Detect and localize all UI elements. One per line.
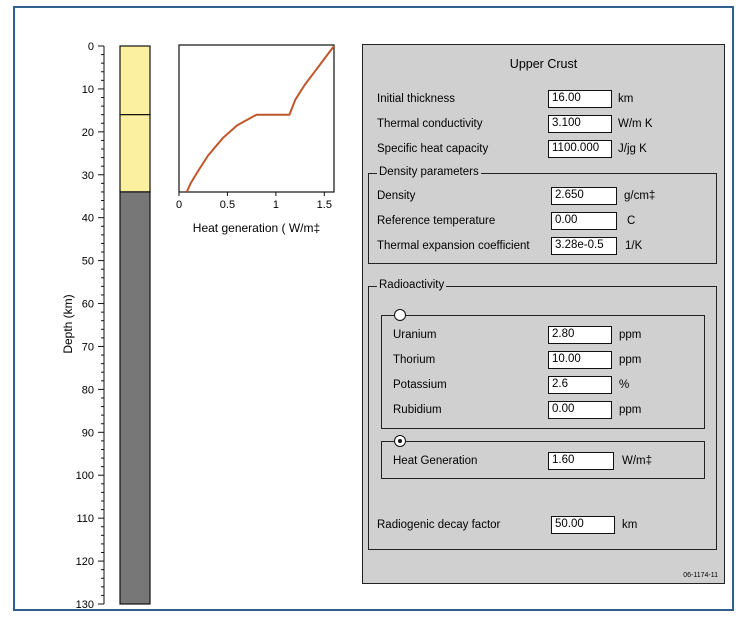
column-layer-1 bbox=[119, 45, 151, 116]
heat-capacity-label: Specific heat capacity bbox=[377, 143, 489, 155]
expansion-label: Thermal expansion coefficient bbox=[377, 240, 530, 252]
uranium-unit: ppm bbox=[619, 329, 642, 341]
depth-tick-label: 10 bbox=[82, 84, 94, 96]
x-tick-label: 0 bbox=[176, 199, 182, 211]
depth-tick-label: 50 bbox=[82, 256, 94, 268]
rubidium-unit: ppm bbox=[619, 404, 642, 416]
potassium-label: Potassium bbox=[393, 379, 447, 391]
potassium-unit: % bbox=[619, 379, 630, 391]
column-layer-2 bbox=[119, 114, 151, 193]
expansion-input[interactable]: 3.28e-0.5 bbox=[551, 237, 617, 255]
uranium-label: Uranium bbox=[393, 329, 437, 341]
heat-generation-radio[interactable] bbox=[394, 435, 406, 447]
figure-id: 06-1174-11 bbox=[683, 572, 718, 579]
x-tick-label: 1 bbox=[273, 199, 279, 211]
conductivity-input[interactable]: 3.100 bbox=[548, 115, 612, 133]
upper-crust-panel: Upper Crust Initial thickness 16.00 km T… bbox=[362, 44, 725, 584]
uranium-input[interactable]: 2.80 bbox=[548, 326, 612, 344]
heat-gen-unit: W/m‡ bbox=[622, 455, 653, 467]
density-label: Density bbox=[377, 190, 416, 202]
concentration-radio[interactable] bbox=[394, 309, 406, 321]
heat-capacity-unit: J/jg K bbox=[618, 143, 647, 155]
x-tick-label: 0.5 bbox=[220, 199, 235, 211]
depth-tick-label: 40 bbox=[82, 213, 94, 225]
heat-gen-input[interactable]: 1.60 bbox=[548, 452, 614, 470]
thorium-label: Thorium bbox=[393, 354, 436, 366]
conductivity-unit: W/m K bbox=[618, 118, 653, 130]
depth-tick-label: 100 bbox=[76, 470, 94, 482]
rubidium-label: Rubidium bbox=[393, 404, 442, 416]
heat-generation-curve bbox=[185, 45, 335, 193]
heat-generation-subgroup: Heat Generation 1.60 W/m‡ bbox=[381, 435, 705, 479]
ref-temp-input[interactable]: 0.00 bbox=[551, 212, 617, 230]
density-group-title: Density parameters bbox=[377, 166, 481, 178]
column-layer-3 bbox=[119, 191, 151, 605]
thorium-input[interactable]: 10.00 bbox=[548, 351, 612, 369]
thickness-label: Initial thickness bbox=[377, 93, 455, 105]
radioactivity-group: Radioactivity Uranium 2.80 ppm Thorium 1… bbox=[368, 279, 717, 550]
density-unit: g/cm‡ bbox=[624, 190, 656, 202]
depth-tick-label: 60 bbox=[82, 299, 94, 311]
ref-temp-label: Reference temperature bbox=[377, 215, 496, 227]
radio-selected-dot bbox=[397, 438, 402, 443]
depth-tick-label: 130 bbox=[76, 599, 94, 611]
depth-tick-label: 110 bbox=[76, 513, 94, 525]
depth-tick-label: 20 bbox=[82, 127, 94, 139]
thickness-input[interactable]: 16.00 bbox=[548, 90, 612, 108]
rubidium-input[interactable]: 0.00 bbox=[548, 401, 612, 419]
expansion-unit: 1/K bbox=[625, 240, 643, 252]
x-tick-label: 1.5 bbox=[317, 199, 332, 211]
depth-tick-label: 30 bbox=[82, 170, 94, 182]
depth-tick-label: 70 bbox=[82, 341, 94, 353]
decay-unit: km bbox=[622, 519, 638, 531]
thorium-unit: ppm bbox=[619, 354, 642, 366]
potassium-input[interactable]: 2.6 bbox=[548, 376, 612, 394]
thickness-unit: km bbox=[618, 93, 634, 105]
conductivity-label: Thermal conductivity bbox=[377, 118, 483, 130]
depth-tick-label: 0 bbox=[88, 41, 94, 53]
radioactivity-group-title: Radioactivity bbox=[377, 279, 447, 291]
concentration-subgroup: Uranium 2.80 ppm Thorium 10.00 ppm Potas… bbox=[381, 309, 705, 429]
decay-input[interactable]: 50.00 bbox=[551, 516, 615, 534]
figure-frame bbox=[13, 6, 734, 611]
ref-temp-unit: C bbox=[627, 215, 636, 227]
panel-title: Upper Crust bbox=[509, 57, 578, 71]
chart-plot-area bbox=[178, 44, 335, 193]
depth-tick-label: 120 bbox=[76, 556, 94, 568]
depth-tick-label: 80 bbox=[82, 384, 94, 396]
density-input[interactable]: 2.650 bbox=[551, 187, 617, 205]
depth-axis-label: Depth (km) bbox=[61, 294, 75, 353]
heat-capacity-input[interactable]: 1100.000 bbox=[548, 140, 612, 158]
depth-tick-label: 90 bbox=[82, 427, 94, 439]
x-axis-label: Heat generation ( W/m‡ bbox=[193, 221, 320, 235]
density-group: Density parameters Density 2.650 g/cm‡ R… bbox=[368, 166, 717, 264]
decay-label: Radiogenic decay factor bbox=[377, 519, 501, 531]
heat-gen-label: Heat Generation bbox=[393, 455, 478, 467]
